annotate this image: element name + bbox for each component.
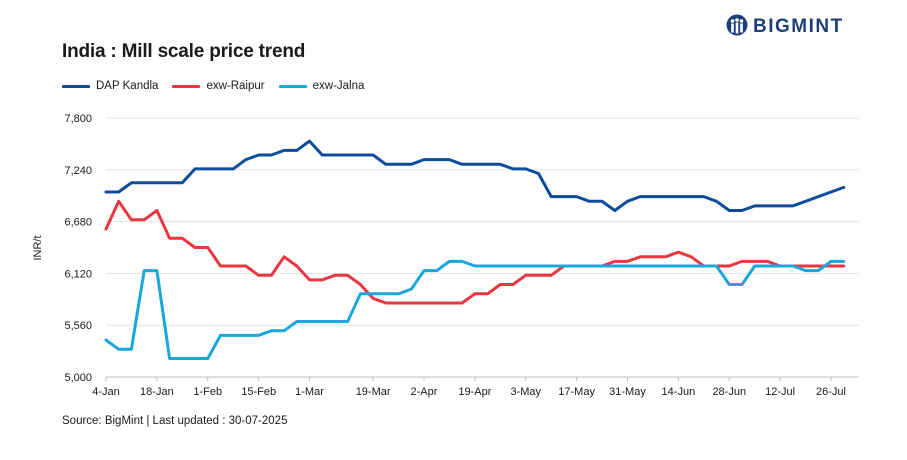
axes: 5,000 5,560 6,120 6,680 7,240 7,800 4-Jan 18-Ja… (64, 113, 859, 398)
brand-logo: BIGMINT (726, 14, 844, 40)
chart-title: India : Mill scale price trend (62, 41, 306, 62)
legend-item-exw-raipur: exw-Raipur (172, 80, 265, 92)
source-note: Source: BigMint | Last updated : 30-07-2… (62, 415, 288, 427)
legend-swatch-exw-jalna (278, 84, 307, 88)
y-tick-label: 6,120 (64, 268, 92, 280)
x-tick-label: 19-Apr (458, 386, 491, 398)
x-tick-label: 1-Mar (295, 386, 324, 398)
x-tick-label: 1-Feb (193, 386, 222, 398)
x-tick-label: 19-Mar (356, 386, 391, 398)
series-line-exw-jalna (104, 259, 846, 360)
x-tick-label: 4-Jan (92, 386, 120, 398)
x-tick-label: 28-Jun (712, 386, 746, 398)
brand-name: BIGMINT (753, 16, 844, 37)
x-tick-label: 3-May (510, 386, 541, 398)
y-tick-label: 6,680 (64, 217, 92, 229)
legend-swatch-exw-raipur (172, 84, 201, 88)
x-tick-label: 14-Jun (662, 386, 696, 398)
x-tick-label: 15-Feb (241, 386, 276, 398)
legend-label: exw-Raipur (206, 80, 265, 92)
x-tick-label: 12-Jul (765, 386, 795, 398)
legend-item-exw-jalna: exw-Jalna (278, 80, 365, 92)
x-tick-label: 31-May (609, 386, 646, 398)
x-tick-label: 2-Apr (411, 386, 438, 398)
y-tick-label: 7,240 (64, 165, 92, 177)
y-tick-label: 5,000 (64, 372, 92, 384)
legend-label: exw-Jalna (312, 80, 365, 92)
series-lines (104, 139, 846, 360)
series-line-exw-raipur (104, 199, 846, 305)
legend-label: DAP Kandla (96, 80, 159, 92)
legend-item-dap-kandla: DAP Kandla (62, 80, 158, 92)
x-tick-label: 17-May (558, 386, 595, 398)
x-tick-label: 18-Jan (140, 386, 174, 398)
chart-legend: DAP Kandla exw-Raipur exw-Jalna (62, 80, 378, 92)
brand-figures-icon (726, 14, 748, 36)
y-tick-label: 7,800 (64, 113, 92, 125)
y-axis-label: INR/t (32, 235, 44, 260)
y-tick-label: 5,560 (64, 320, 92, 332)
x-tick-label: 26-Jul (816, 386, 846, 398)
legend-swatch-dap-kandla (62, 84, 90, 88)
series-line-dap-kandla (104, 139, 846, 212)
